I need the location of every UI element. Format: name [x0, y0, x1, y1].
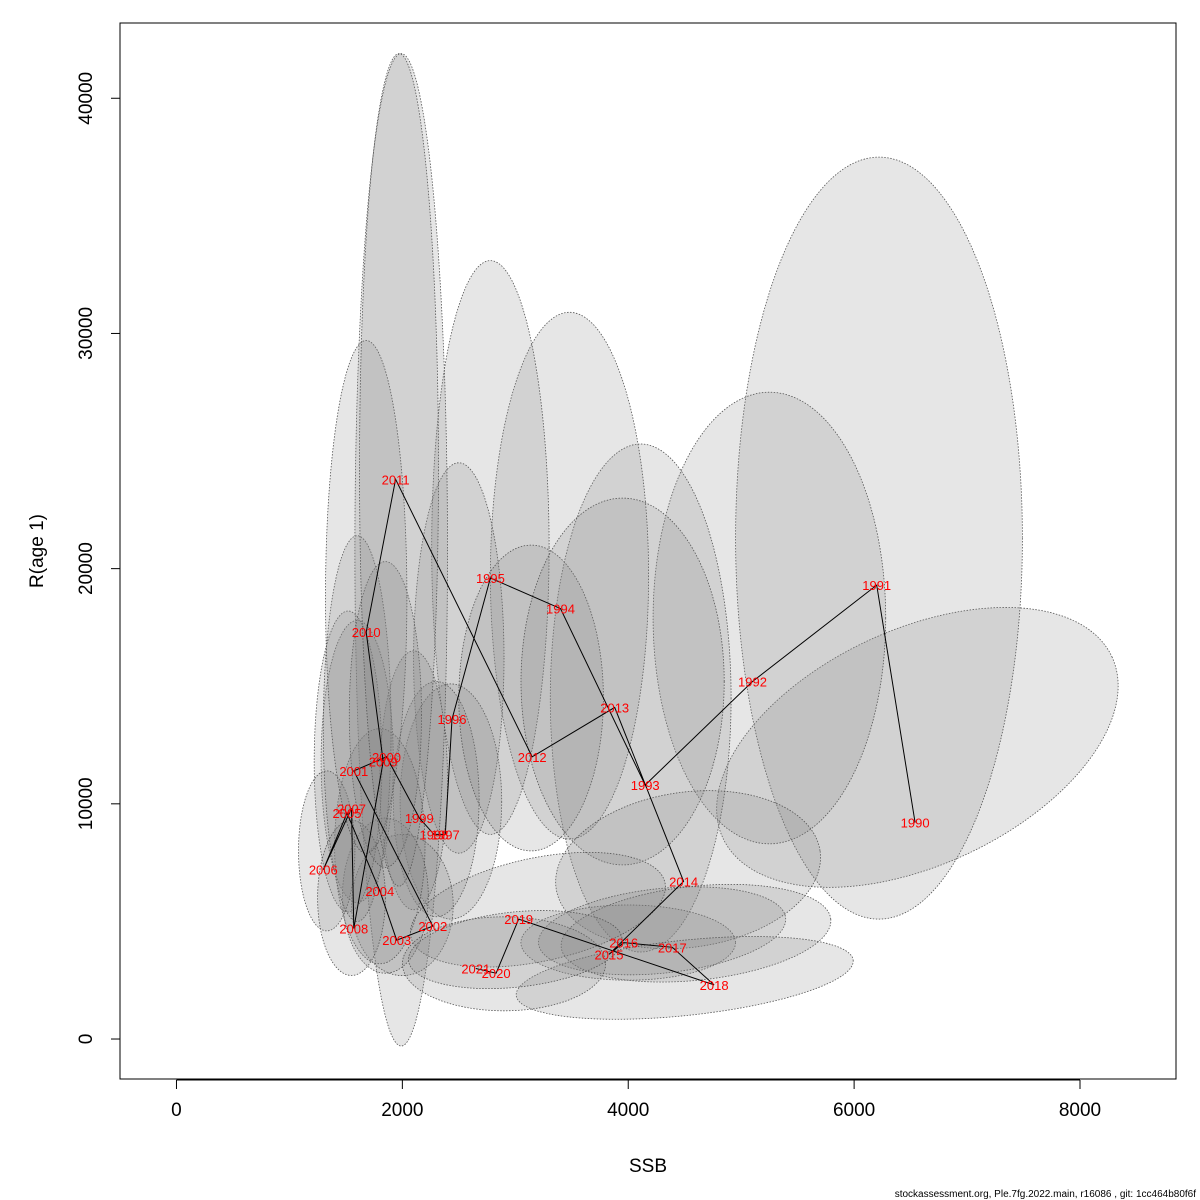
y-axis: 0 10000 20000 30000 40000 — [76, 72, 121, 1045]
ellipse-2018 — [515, 936, 854, 1020]
ellipse-1998 — [392, 681, 480, 918]
year-label-2011: 2011 — [382, 472, 410, 487]
ellipse-2017 — [560, 883, 832, 983]
year-label-1995: 1995 — [476, 571, 505, 586]
x-axis: 0 2000 4000 6000 8000 — [171, 1079, 1101, 1121]
ellipse-1995 — [431, 260, 550, 835]
ellipse-2014 — [555, 790, 821, 950]
year-label-1992: 1992 — [738, 675, 767, 690]
year-label-2002: 2002 — [418, 919, 447, 934]
year-label-2010: 2010 — [352, 625, 381, 640]
year-label-2019: 2019 — [504, 912, 533, 927]
x-tick-label-8000: 8000 — [1059, 1100, 1101, 1121]
ellipse-2020 — [401, 916, 606, 1012]
ellipse-1992 — [652, 391, 887, 845]
ellipse-2006 — [298, 770, 356, 932]
ellipse-1991 — [735, 156, 1023, 920]
year-label-2018: 2018 — [700, 978, 729, 993]
year-label-2005: 2005 — [333, 806, 362, 821]
year-label-2015: 2015 — [595, 947, 624, 962]
year-label-1996: 1996 — [438, 712, 467, 727]
ellipse-2019 — [409, 851, 666, 968]
year-label-2017: 2017 — [658, 940, 687, 955]
year-label-2008: 2008 — [339, 922, 368, 937]
x-tick-label-4000: 4000 — [607, 1100, 649, 1121]
year-label-2004: 2004 — [365, 884, 394, 899]
year-labels: 1990 1991 1992 1993 1994 1995 1996 199719981999… — [309, 472, 930, 993]
year-label-2001: 2001 — [339, 764, 368, 779]
year-label-1999: 1999 — [405, 811, 434, 826]
ellipse-2008 — [317, 819, 386, 976]
year-label-2021: 2021 — [461, 962, 490, 977]
year-label-2020: 2020 — [482, 966, 511, 981]
ellipse-2000 — [354, 53, 448, 1047]
x-axis-label: SSB — [629, 1156, 667, 1177]
year-label-1991: 1991 — [862, 578, 891, 593]
year-label-1990: 1990 — [901, 816, 930, 831]
ellipse-2007 — [322, 535, 392, 922]
year-label-1998: 1998 — [420, 827, 449, 842]
year-label-2007: 2007 — [337, 802, 366, 817]
ellipse-1997 — [399, 683, 503, 920]
year-label-2013: 2013 — [600, 700, 629, 715]
y-tick-label-30000: 30000 — [76, 307, 97, 360]
ellipse-2010 — [325, 340, 408, 854]
y-tick-label-0: 0 — [76, 1034, 97, 1045]
year-label-2009: 2009 — [369, 755, 398, 770]
y-tick-label-20000: 20000 — [76, 542, 97, 595]
year-label-2006: 2006 — [309, 863, 338, 878]
footer-source: stockassessment.org, Ple.7fg.2022.main, … — [895, 1189, 1197, 1200]
x-tick-label-2000: 2000 — [381, 1100, 423, 1121]
ellipse-2002 — [351, 834, 454, 977]
x-tick-label-0: 0 — [171, 1100, 182, 1121]
year-label-1994: 1994 — [546, 602, 575, 617]
year-label-2000: 2000 — [372, 750, 401, 765]
year-label-2012: 2012 — [518, 750, 547, 765]
year-label-1993: 1993 — [631, 778, 660, 793]
confidence-ellipses — [298, 53, 1119, 1047]
ellipse-1999 — [379, 650, 448, 911]
year-label-2014: 2014 — [669, 874, 698, 889]
ellipse-1990 — [716, 607, 1119, 888]
ellipse-1996 — [413, 462, 505, 854]
ellipse-2016 — [538, 886, 787, 976]
stock-recruit-path — [322, 477, 916, 986]
y-axis-label: R(age 1) — [27, 514, 48, 588]
year-label-2003: 2003 — [382, 933, 411, 948]
ellipse-2021 — [408, 910, 623, 990]
y-tick-label-10000: 10000 — [76, 777, 97, 830]
ellipse-1994 — [489, 311, 649, 840]
year-label-1997: 1997 — [431, 827, 460, 842]
ellipse-2013 — [520, 497, 725, 866]
ellipse-2011 — [359, 53, 439, 887]
x-tick-label-6000: 6000 — [833, 1100, 875, 1121]
year-label-2016: 2016 — [609, 936, 638, 951]
y-tick-label-40000: 40000 — [76, 72, 97, 125]
